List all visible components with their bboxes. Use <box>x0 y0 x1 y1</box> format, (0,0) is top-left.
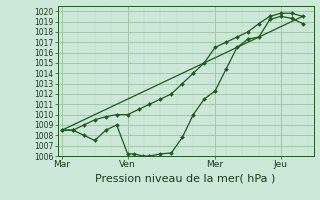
X-axis label: Pression niveau de la mer( hPa ): Pression niveau de la mer( hPa ) <box>95 173 276 183</box>
